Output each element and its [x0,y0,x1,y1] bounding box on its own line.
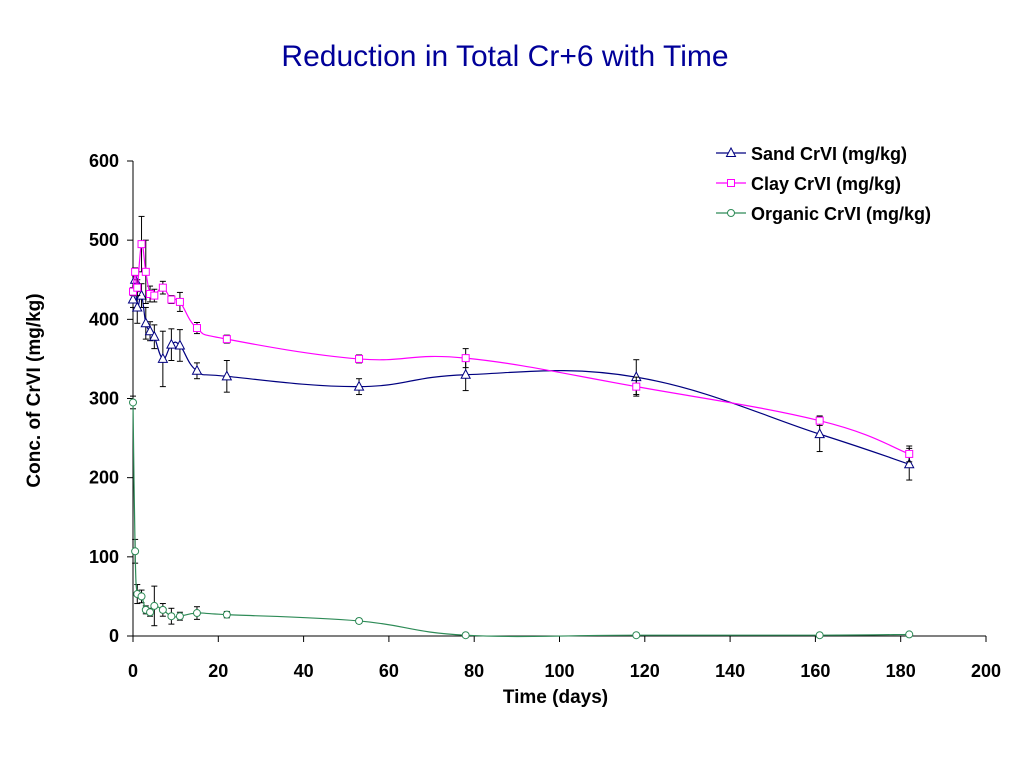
axes: 0 100 200 300 400 500 600 0 20 40 60 80 100 120 140 160… [89,151,1001,681]
data-point [167,612,176,621]
data-point [131,547,140,556]
data-point [192,324,201,333]
x-tick-label: 140 [715,661,745,681]
data-point [166,338,177,349]
data-point [131,267,140,276]
chart-title: Reduction in Total Cr+6 with Time [281,40,729,73]
data-point [905,449,914,458]
x-tick-label: 200 [971,661,1001,681]
legend-marker [727,179,735,187]
x-tick-label: 180 [886,661,916,681]
data-point [157,352,169,363]
series-2 [129,395,914,640]
x-tick-label: 20 [208,661,228,681]
data-point [150,601,159,610]
data-point [192,609,201,618]
data-point [903,458,915,469]
data-point [167,295,176,304]
x-axis-label: Time (days) [503,687,608,708]
data-point [460,368,472,379]
y-tick-label: 600 [89,151,119,171]
y-axis-label: Conc. of CrVI (mg/kg) [24,293,45,487]
data-point [815,416,824,425]
data-point [222,610,231,619]
data-point [158,283,167,292]
data-point [632,631,641,640]
series-line [132,402,910,638]
data-point [222,335,231,344]
data-point [137,592,146,601]
data-point [461,354,470,363]
y-tick-label: 0 [109,626,119,646]
y-tick-label: 300 [89,389,119,409]
data-point [191,364,203,375]
data-point [158,605,167,614]
data-point [127,293,139,304]
series-0 [127,272,915,481]
data-point [131,301,143,312]
data-point [140,317,152,328]
data-point [129,398,137,407]
data-point [815,631,824,640]
plot-area [127,215,915,640]
data-point [136,289,147,300]
legend-label: Sand CrVI (mg/kg) [751,144,907,164]
legend-label: Organic CrVI (mg/kg) [751,204,931,224]
x-tick-label: 120 [630,661,660,681]
series-line [132,243,910,455]
data-point [221,370,233,381]
y-tick-label: 500 [89,230,119,250]
data-point [355,616,364,625]
x-tick-label: 100 [544,661,574,681]
data-point [461,631,470,640]
data-point [175,612,184,621]
data-point [355,354,364,363]
data-point [144,325,156,336]
data-point [174,339,186,350]
data-point [353,380,365,391]
data-point [141,267,150,276]
x-tick-label: 160 [800,661,830,681]
data-point [146,608,155,617]
legend: Sand CrVI (mg/kg) Clay CrVI (mg/kg) Organi… [716,144,931,224]
y-tick-label: 100 [89,547,119,567]
x-tick-label: 80 [464,661,484,681]
data-point [905,630,914,639]
x-tick-label: 40 [294,661,314,681]
y-tick-label: 200 [89,468,119,488]
y-tick-label: 400 [89,309,119,329]
series-line [132,279,910,465]
x-tick-label: 0 [128,661,138,681]
data-point [632,382,641,391]
data-point [133,283,142,292]
data-point [148,330,160,341]
data-point [150,291,159,300]
data-point [175,297,184,306]
legend-label: Clay CrVI (mg/kg) [751,174,901,194]
x-tick-label: 60 [379,661,399,681]
data-point [814,428,825,439]
legend-marker [725,146,737,157]
series-1 [129,215,914,463]
data-point [137,240,146,249]
legend-marker [727,209,735,217]
